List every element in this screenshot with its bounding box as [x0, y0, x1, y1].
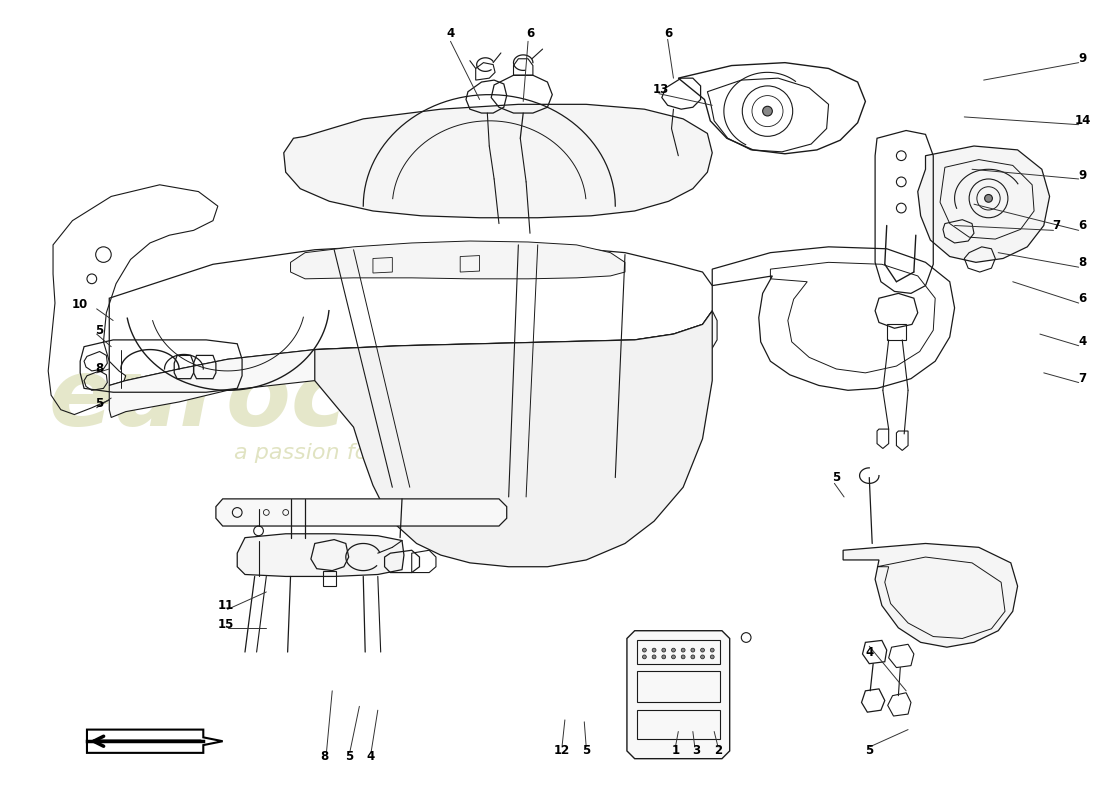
- Text: 12: 12: [554, 745, 570, 758]
- Circle shape: [691, 655, 695, 659]
- Circle shape: [711, 648, 714, 652]
- Circle shape: [662, 655, 665, 659]
- Circle shape: [691, 648, 695, 652]
- Circle shape: [671, 655, 675, 659]
- Text: 3: 3: [692, 745, 700, 758]
- Text: 7: 7: [1078, 372, 1087, 385]
- Circle shape: [984, 194, 992, 202]
- Polygon shape: [216, 499, 507, 526]
- Text: 4: 4: [1078, 335, 1087, 348]
- Text: 13: 13: [652, 83, 669, 96]
- Circle shape: [681, 648, 685, 652]
- Text: 5: 5: [833, 471, 840, 484]
- Text: 6: 6: [526, 27, 535, 40]
- Text: 5: 5: [344, 750, 353, 763]
- Text: 14: 14: [1075, 114, 1091, 127]
- Text: 6: 6: [1078, 219, 1087, 232]
- Text: 4: 4: [447, 27, 454, 40]
- Circle shape: [642, 655, 647, 659]
- Text: 8: 8: [1078, 256, 1087, 269]
- Polygon shape: [238, 534, 404, 577]
- Circle shape: [671, 648, 675, 652]
- Circle shape: [652, 648, 656, 652]
- Circle shape: [711, 655, 714, 659]
- Text: 8: 8: [96, 362, 103, 375]
- Circle shape: [701, 655, 704, 659]
- Text: 5: 5: [582, 745, 591, 758]
- Circle shape: [652, 655, 656, 659]
- Circle shape: [642, 648, 647, 652]
- Text: 2: 2: [714, 745, 722, 758]
- Polygon shape: [109, 311, 717, 418]
- Text: a passion for parts since 1986: a passion for parts since 1986: [234, 443, 570, 463]
- Text: 6: 6: [1078, 292, 1087, 305]
- Text: eurocars: eurocars: [48, 354, 514, 446]
- Circle shape: [762, 106, 772, 116]
- Polygon shape: [627, 630, 729, 758]
- Text: 5: 5: [96, 398, 103, 410]
- Text: 6: 6: [664, 27, 673, 40]
- Text: 15: 15: [218, 618, 234, 631]
- Text: 4: 4: [866, 646, 873, 658]
- Circle shape: [662, 648, 665, 652]
- Text: 9: 9: [1078, 52, 1087, 66]
- Circle shape: [701, 648, 704, 652]
- Polygon shape: [917, 146, 1049, 262]
- Text: 1: 1: [671, 745, 680, 758]
- Circle shape: [681, 655, 685, 659]
- Text: 11: 11: [218, 599, 233, 612]
- Polygon shape: [315, 311, 712, 566]
- Text: 10: 10: [73, 298, 88, 311]
- Text: 9: 9: [1078, 169, 1087, 182]
- Text: 8: 8: [320, 750, 329, 763]
- Text: 7: 7: [1053, 219, 1060, 232]
- Polygon shape: [284, 104, 712, 218]
- Text: 4: 4: [367, 750, 375, 763]
- Text: 5: 5: [96, 324, 103, 337]
- Text: 5: 5: [866, 745, 873, 758]
- Polygon shape: [290, 241, 625, 279]
- Polygon shape: [843, 543, 1018, 647]
